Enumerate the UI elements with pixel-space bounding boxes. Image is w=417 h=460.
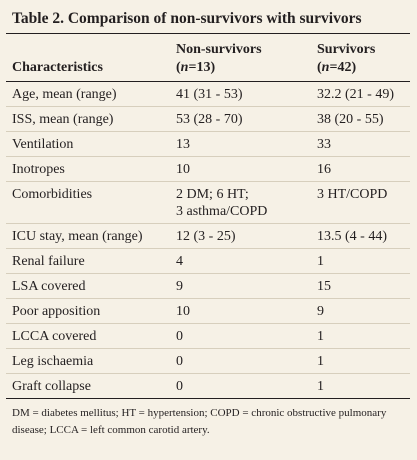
row-label: LSA covered: [6, 273, 170, 299]
row-label: Inotropes: [6, 156, 170, 182]
header-survivors-label: Survivors: [317, 42, 376, 57]
row-label: Renal failure: [6, 248, 170, 274]
table-title: Table 2. Comparison of non-survivors wit…: [6, 7, 410, 34]
cell-non-survivors: 10: [170, 156, 311, 182]
cell-survivors: 33: [311, 131, 410, 157]
cell-line: 3 asthma/COPD: [176, 204, 268, 219]
cell-non-survivors: 13: [170, 131, 311, 157]
table-row: Leg ischaemia 0 1: [6, 348, 410, 374]
row-label: Ventilation: [6, 131, 170, 157]
table-row: Inotropes 10 16: [6, 156, 410, 182]
table-row: Comorbidities 2 DM; 6 HT; 3 asthma/COPD 3 H…: [6, 181, 410, 224]
row-label: Graft collapse: [6, 373, 170, 399]
cell-non-survivors: 10: [170, 298, 311, 324]
cell-line: 0: [176, 329, 183, 344]
cell-line: 0: [176, 354, 183, 369]
cell-line: 38 (20 - 55): [317, 112, 384, 127]
cell-line: 2 DM; 6 HT;: [176, 187, 249, 202]
cell-line: 41 (31 - 53): [176, 87, 243, 102]
cell-line: 16: [317, 162, 331, 177]
comparison-table: Characteristics Non-survivors (n=13) Sur…: [6, 34, 410, 399]
cell-line: 0: [176, 379, 183, 394]
cell-line: 10: [176, 162, 190, 177]
cell-line: 13.5 (4 - 44): [317, 229, 387, 244]
table-footnote: DM = diabetes mellitus; HT = hypertensio…: [12, 407, 387, 436]
table-row: Age, mean (range) 41 (31 - 53) 32.2 (21 - …: [6, 81, 410, 107]
cell-survivors: 9: [311, 298, 410, 324]
row-label: Age, mean (range): [6, 81, 170, 107]
table-row: Renal failure 4 1: [6, 248, 410, 274]
header-non-survivors-label: Non-survivors: [176, 42, 262, 57]
cell-survivors: 3 HT/COPD: [311, 181, 410, 224]
cell-line: 1: [317, 329, 324, 344]
row-label: ISS, mean (range): [6, 106, 170, 132]
row-label: ICU stay, mean (range): [6, 223, 170, 249]
cell-non-survivors: 12 (3 - 25): [170, 223, 311, 249]
cell-line: 1: [317, 254, 324, 269]
cell-survivors: 1: [311, 323, 410, 349]
table-row: LCCA covered 0 1: [6, 323, 410, 349]
header-non-survivors-count: (n=13): [176, 60, 216, 75]
cell-non-survivors: 0: [170, 348, 311, 374]
header-survivors-count: (n=42): [317, 60, 357, 75]
cell-non-survivors: 4: [170, 248, 311, 274]
header-survivors: Survivors (n=42): [311, 34, 410, 82]
cell-survivors: 15: [311, 273, 410, 299]
cell-survivors: 38 (20 - 55): [311, 106, 410, 132]
table-row: ICU stay, mean (range) 12 (3 - 25) 13.5 (4…: [6, 223, 410, 249]
cell-survivors: 1: [311, 248, 410, 274]
table-row: Graft collapse 0 1: [6, 373, 410, 399]
table-figure: Table 2. Comparison of non-survivors wit…: [6, 7, 410, 439]
cell-line: 9: [317, 304, 324, 319]
cell-line: 9: [176, 279, 183, 294]
cell-line: 10: [176, 304, 190, 319]
cell-non-survivors: 0: [170, 373, 311, 399]
table-row: LSA covered 9 15: [6, 273, 410, 299]
cell-survivors: 1: [311, 348, 410, 374]
header-characteristics: Characteristics: [6, 34, 170, 82]
header-non-survivors: Non-survivors (n=13): [170, 34, 311, 82]
cell-line: 1: [317, 379, 324, 394]
cell-non-survivors: 9: [170, 273, 311, 299]
cell-line: 1: [317, 354, 324, 369]
table-row: Ventilation 13 33: [6, 131, 410, 157]
table-header-row: Characteristics Non-survivors (n=13) Sur…: [6, 34, 410, 82]
cell-survivors: 1: [311, 373, 410, 399]
cell-non-survivors: 41 (31 - 53): [170, 81, 311, 107]
row-label: Poor apposition: [6, 298, 170, 324]
cell-line: 4: [176, 254, 183, 269]
cell-line: 12 (3 - 25): [176, 229, 236, 244]
table-row: ISS, mean (range) 53 (28 - 70) 38 (20 - 55…: [6, 106, 410, 132]
cell-survivors: 13.5 (4 - 44): [311, 223, 410, 249]
table-row: Poor apposition 10 9: [6, 298, 410, 324]
cell-non-survivors: 53 (28 - 70): [170, 106, 311, 132]
table-body: Age, mean (range) 41 (31 - 53) 32.2 (21 - …: [6, 81, 410, 399]
cell-survivors: 32.2 (21 - 49): [311, 81, 410, 107]
cell-line: 33: [317, 137, 331, 152]
cell-line: 13: [176, 137, 190, 152]
cell-non-survivors: 2 DM; 6 HT; 3 asthma/COPD: [170, 181, 311, 224]
row-label: Comorbidities: [6, 181, 170, 224]
cell-line: 32.2 (21 - 49): [317, 87, 394, 102]
cell-line: 3 HT/COPD: [317, 187, 388, 202]
row-label: LCCA covered: [6, 323, 170, 349]
cell-non-survivors: 0: [170, 323, 311, 349]
row-label: Leg ischaemia: [6, 348, 170, 374]
cell-line: 15: [317, 279, 331, 294]
cell-line: 53 (28 - 70): [176, 112, 243, 127]
cell-survivors: 16: [311, 156, 410, 182]
